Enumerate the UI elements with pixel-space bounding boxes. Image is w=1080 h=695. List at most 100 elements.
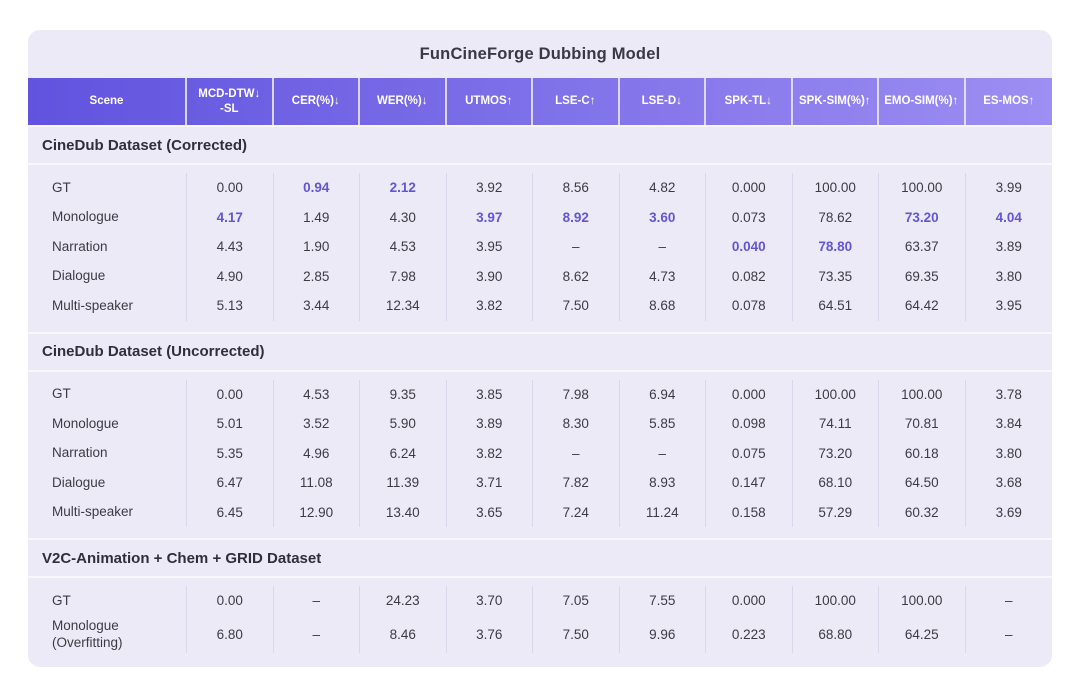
value-cell: 3.90 <box>447 261 533 291</box>
value-cell: 4.04 <box>995 209 1022 225</box>
header-cell: UTMOS↑ <box>447 78 533 125</box>
value-cell: 7.98 <box>360 261 447 291</box>
value-cell: 0.147 <box>706 468 793 498</box>
value-cell: 3.52 <box>274 409 360 439</box>
value-cell: 6.45 <box>187 497 274 527</box>
value-cell: – <box>533 438 620 468</box>
value-cell: 3.68 <box>995 475 1022 491</box>
value-cell: 3.85 <box>447 379 533 409</box>
value-cell: 0.000 <box>706 379 793 409</box>
value-cell: 0.223 <box>706 615 793 653</box>
value-cell: 6.47 <box>187 468 274 498</box>
value-cell: 5.13 <box>187 291 274 321</box>
value-cell: 74.11 <box>793 409 879 439</box>
header-label: MCD-DTW↓ <box>198 88 261 101</box>
value-cell: 0.00 <box>187 586 274 616</box>
value-cell: 5.01 <box>187 409 274 439</box>
value-cell: 8.56 <box>533 173 620 203</box>
value-cell: 73.35 <box>793 261 879 291</box>
section-rows: GT 0.00 0.94 2.12 3.92 8.56 4.82 0.000 100.00 100… <box>28 165 1052 332</box>
value-cell: 8.93 <box>620 468 706 498</box>
value-cell: 4.90 <box>187 261 274 291</box>
value-cell: 2.85 <box>274 261 360 291</box>
value-cell: 64.42 <box>879 291 966 321</box>
value-cell: 0.00 <box>187 173 274 203</box>
value-cell: 0.00 <box>187 379 274 409</box>
scene-label: Narration <box>28 438 187 468</box>
scene-label: GT <box>28 379 187 409</box>
value-cell: 9.96 <box>620 615 706 653</box>
header-label: SPK-TL↓ <box>724 95 772 108</box>
value-cell: 4.43 <box>187 232 274 262</box>
value-cell: 100.00 <box>793 586 879 616</box>
value-cell: 5.85 <box>620 409 706 439</box>
results-card: FunCineForge Dubbing Model Scene MCD-DTW↓… <box>28 30 1052 667</box>
value-cell: 64.51 <box>793 291 879 321</box>
value-cell: 0.000 <box>706 586 793 616</box>
value-cell: 57.29 <box>793 497 879 527</box>
value-cell: 3.71 <box>447 468 533 498</box>
value-cell: 0.082 <box>706 261 793 291</box>
value-cell: 73.20 <box>879 202 966 232</box>
value-cell: 9.35 <box>360 379 447 409</box>
header-cell: LSE-C↑ <box>533 78 620 125</box>
value-cell: – <box>274 586 360 616</box>
header-cell: ES-MOS↑ <box>966 78 1053 125</box>
value-cell: 7.24 <box>533 497 620 527</box>
section-title: V2C-Animation + Chem + GRID Dataset <box>42 549 322 567</box>
value-cell: 0.075 <box>706 438 793 468</box>
value-cell: 70.81 <box>879 409 966 439</box>
value-cell: 11.08 <box>274 468 360 498</box>
value-cell: 7.82 <box>533 468 620 498</box>
header-label: EMO-SIM(%)↑ <box>884 95 959 108</box>
section-header: V2C-Animation + Chem + GRID Dataset <box>28 538 1052 578</box>
value-cell: 3.92 <box>447 173 533 203</box>
value-cell: 3.84 <box>995 416 1022 432</box>
scene-label: Multi-speaker <box>28 291 187 321</box>
value-cell: 3.60 <box>620 202 706 232</box>
value-cell: 2.12 <box>360 173 447 203</box>
header-cell: SPK-TL↓ <box>706 78 793 125</box>
section-rows: GT 0.00–24.23 3.70 7.05 7.55 0.000 100.00 100.0… <box>28 578 1052 664</box>
value-cell: – <box>1004 626 1013 642</box>
header-label: Scene <box>89 95 124 108</box>
value-cell: 64.25 <box>879 615 966 653</box>
value-cell: 0.040 <box>706 232 793 262</box>
value-cell: 68.10 <box>793 468 879 498</box>
value-cell: 4.73 <box>620 261 706 291</box>
header-cell: EMO-SIM(%)↑ <box>879 78 966 125</box>
header-label: ES-MOS↑ <box>983 95 1035 108</box>
header-label: UTMOS↑ <box>465 95 513 108</box>
header-label: LSE-C↑ <box>555 95 596 108</box>
value-cell: 8.62 <box>533 261 620 291</box>
value-cell: 6.94 <box>620 379 706 409</box>
value-cell: 3.78 <box>995 386 1022 402</box>
page-title: FunCineForge Dubbing Model <box>419 44 661 63</box>
value-cell: 64.50 <box>879 468 966 498</box>
value-cell: 69.35 <box>879 261 966 291</box>
section-header: CineDub Dataset (Uncorrected) <box>28 331 1052 372</box>
value-cell: 11.39 <box>360 468 447 498</box>
header-sublabel: -SL <box>219 102 239 115</box>
value-cell: – <box>620 232 706 262</box>
value-cell: 5.35 <box>187 438 274 468</box>
value-cell: 3.89 <box>447 409 533 439</box>
value-cell: 60.32 <box>879 497 966 527</box>
value-cell: 4.30 <box>360 202 447 232</box>
value-cell: 100.00 <box>879 586 966 616</box>
value-cell: 0.000 <box>706 173 793 203</box>
value-cell: 60.18 <box>879 438 966 468</box>
value-cell: 1.90 <box>274 232 360 262</box>
value-cell: 63.37 <box>879 232 966 262</box>
value-cell: 0.158 <box>706 497 793 527</box>
value-cell: 73.20 <box>793 438 879 468</box>
value-cell: 4.96 <box>274 438 360 468</box>
value-cell: 0.098 <box>706 409 793 439</box>
value-cell: 78.80 <box>793 232 879 262</box>
header-cell: SPK-SIM(%)↑ <box>793 78 879 125</box>
value-cell: 100.00 <box>879 379 966 409</box>
value-cell: 3.65 <box>447 497 533 527</box>
value-cell: – <box>274 615 360 653</box>
header-cell: MCD-DTW↓ -SL <box>187 78 274 125</box>
value-cell: 3.69 <box>995 504 1022 520</box>
